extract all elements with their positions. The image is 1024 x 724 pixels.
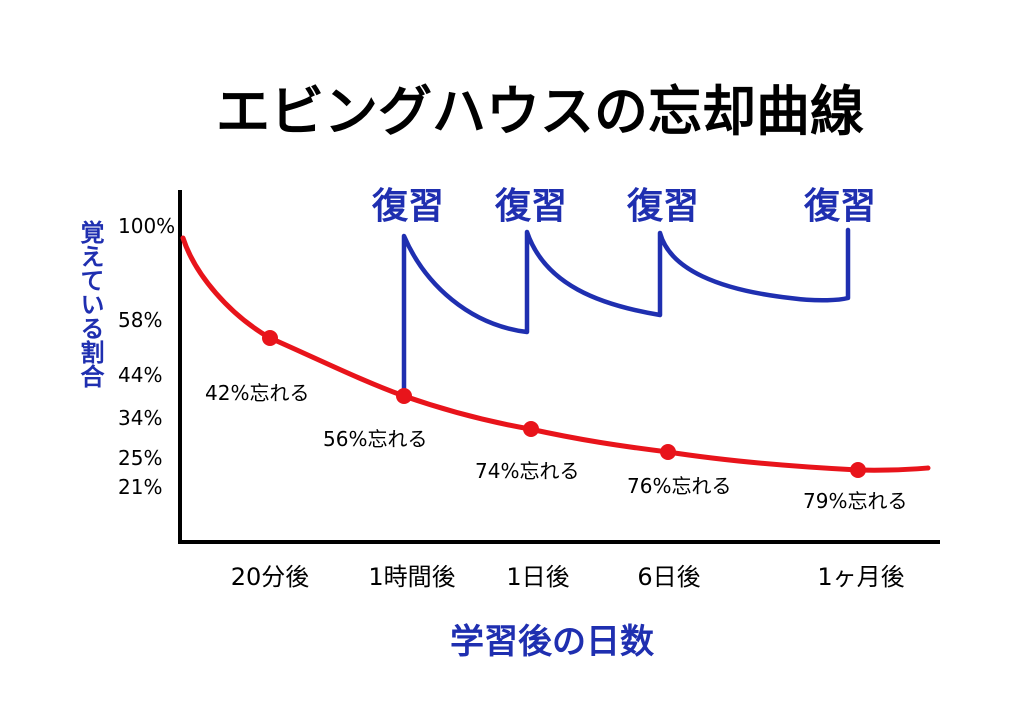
- y-axis-label: 覚えている割合: [76, 219, 104, 388]
- data-label: 79%忘れる: [803, 489, 907, 513]
- axes: [178, 190, 940, 544]
- x-tick-label: 6日後: [637, 563, 700, 591]
- review-curve: [401, 227, 851, 398]
- data-point: [396, 388, 412, 404]
- forget-annotations: 42%忘れる 56%忘れる 74%忘れる 76%忘れる 79%忘れる: [205, 381, 907, 513]
- y-tick-label: 100%: [118, 214, 175, 238]
- data-label: 42%忘れる: [205, 381, 309, 405]
- review-label: 復習: [371, 186, 444, 227]
- y-tick-label: 34%: [118, 406, 162, 430]
- x-tick-label: 1時間後: [368, 563, 455, 591]
- review-label: 復習: [803, 186, 876, 227]
- review-label: 復習: [626, 186, 699, 227]
- data-point: [850, 462, 866, 478]
- y-tick-label: 58%: [118, 308, 162, 332]
- x-tick-label: 1日後: [506, 563, 569, 591]
- data-label: 56%忘れる: [323, 427, 427, 451]
- x-tick-label: 20分後: [231, 563, 310, 591]
- y-tick-label: 25%: [118, 446, 162, 470]
- data-point: [660, 444, 676, 460]
- red-data-points: [262, 330, 866, 478]
- review-label: 復習: [494, 186, 567, 227]
- x-axis-label: 学習後の日数: [450, 622, 654, 662]
- x-tick-label: 1ヶ月後: [817, 563, 904, 591]
- chart-title: エビングハウスの忘却曲線: [216, 80, 864, 143]
- y-tick-label: 21%: [118, 475, 162, 499]
- x-tick-labels: 20分後 1時間後 1日後 6日後 1ヶ月後: [231, 563, 905, 591]
- data-point: [523, 421, 539, 437]
- review-labels: 復習 復習 復習 復習: [371, 186, 876, 227]
- data-point: [262, 330, 278, 346]
- y-tick-labels: 100% 58% 44% 34% 25% 21%: [118, 214, 175, 499]
- data-label: 74%忘れる: [475, 459, 579, 483]
- data-label: 76%忘れる: [627, 474, 731, 498]
- y-tick-label: 44%: [118, 363, 162, 387]
